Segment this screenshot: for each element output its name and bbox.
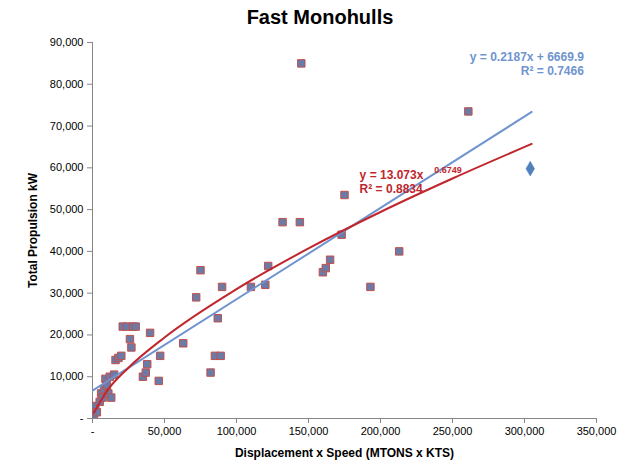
svg-text:40,000: 40,000 bbox=[50, 245, 84, 257]
svg-text:60,000: 60,000 bbox=[50, 161, 84, 173]
svg-text:350,000: 350,000 bbox=[577, 425, 617, 437]
svg-text:Total Propulsion kW: Total Propulsion kW bbox=[26, 172, 40, 288]
svg-text:0.6749: 0.6749 bbox=[434, 165, 462, 175]
svg-text:50,000: 50,000 bbox=[148, 425, 182, 437]
svg-text:-: - bbox=[91, 425, 95, 437]
svg-text:y = 0.2187x + 6669.9: y = 0.2187x + 6669.9 bbox=[470, 50, 584, 64]
svg-text:30,000: 30,000 bbox=[50, 287, 84, 299]
svg-text:Displacement x Speed (MTONS x: Displacement x Speed (MTONS x KTS) bbox=[235, 446, 454, 460]
svg-text:R² = 0.7466: R² = 0.7466 bbox=[521, 64, 584, 78]
html-text:Fast Monohulls: Fast Monohulls bbox=[246, 6, 394, 28]
svg-text:-: - bbox=[80, 412, 84, 424]
svg-text:300,000: 300,000 bbox=[505, 425, 545, 437]
svg-text:20,000: 20,000 bbox=[50, 328, 84, 340]
svg-text:70,000: 70,000 bbox=[50, 120, 84, 132]
svg-text:50,000: 50,000 bbox=[50, 203, 84, 215]
svg-text:10,000: 10,000 bbox=[50, 370, 84, 382]
svg-text:250,000: 250,000 bbox=[433, 425, 473, 437]
svg-text:80,000: 80,000 bbox=[50, 78, 84, 90]
svg-text:y = 13.073x: y = 13.073x bbox=[360, 168, 424, 182]
svg-text:90,000: 90,000 bbox=[50, 36, 84, 48]
svg-text:R² = 0.8834: R² = 0.8834 bbox=[360, 182, 423, 196]
svg-text:150,000: 150,000 bbox=[289, 425, 329, 437]
svg-text:200,000: 200,000 bbox=[361, 425, 401, 437]
svg-text:100,000: 100,000 bbox=[217, 425, 257, 437]
